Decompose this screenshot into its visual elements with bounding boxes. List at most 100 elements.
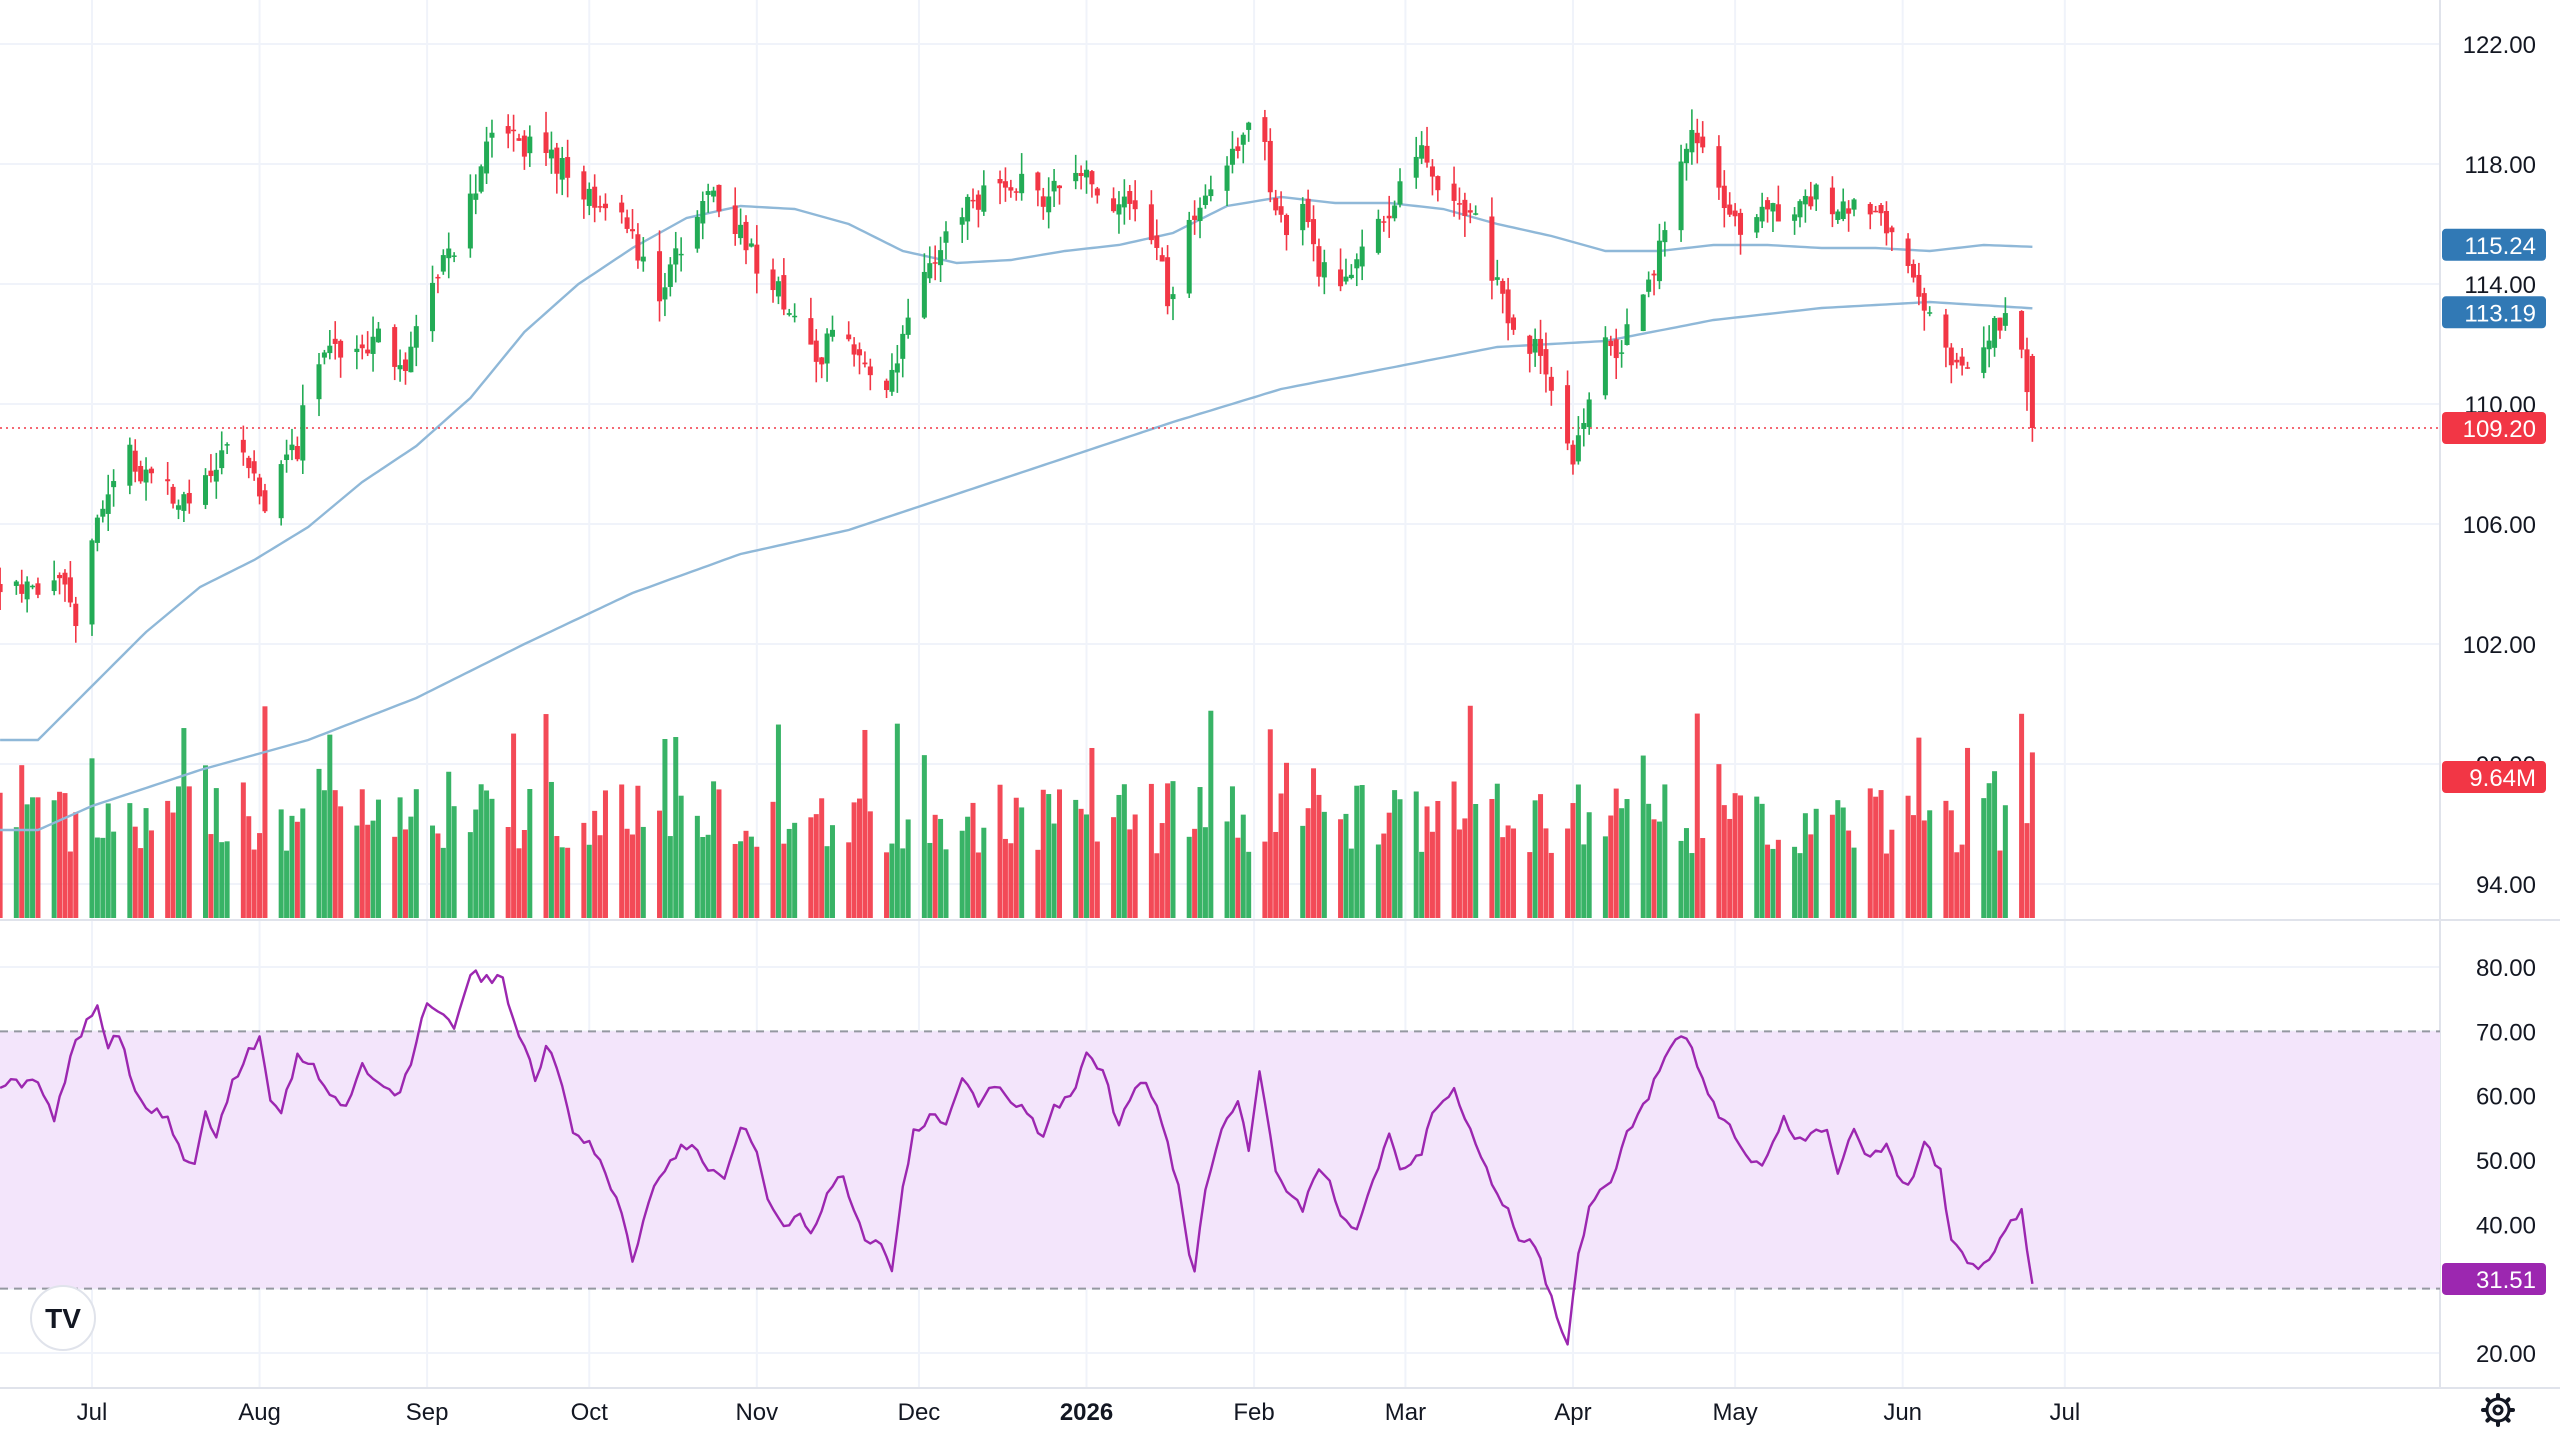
volume-bar [1002, 838, 1008, 918]
volume-bar [548, 781, 554, 918]
candle [889, 353, 895, 396]
candle [1981, 326, 1987, 379]
candle [251, 450, 257, 481]
candle [1662, 221, 1668, 257]
volume-bar [246, 816, 252, 918]
volume-bar [743, 830, 749, 918]
volume-bar [1732, 793, 1738, 918]
candle [175, 499, 181, 520]
volume-bar [392, 836, 398, 918]
volume-bar [51, 800, 57, 918]
candle [657, 230, 663, 322]
volume-bar [1765, 844, 1771, 918]
candle [754, 225, 760, 294]
candle [1846, 200, 1852, 232]
candle [1829, 176, 1835, 228]
volume-bar [446, 771, 452, 918]
candle [327, 329, 333, 360]
volume-bar [100, 837, 106, 918]
volume-bar [224, 841, 230, 918]
volume-bar [624, 828, 630, 918]
volume-bar [1759, 803, 1765, 918]
candle [511, 114, 517, 152]
tradingview-logo[interactable]: TV [30, 1285, 96, 1351]
volume-bar [894, 723, 900, 918]
volume-bar [997, 784, 1003, 918]
candle [1656, 223, 1662, 290]
volume-bar [2002, 805, 2008, 918]
volume-bar [1429, 831, 1435, 918]
candle [1467, 203, 1473, 224]
candle [1240, 132, 1246, 164]
volume-bar [1262, 841, 1268, 918]
candle [1235, 137, 1241, 159]
volume-bar [1808, 834, 1814, 918]
candle [1186, 211, 1192, 298]
volume-bar [1165, 783, 1171, 918]
candle [451, 252, 457, 263]
volume-bar [1489, 798, 1495, 918]
volume-bar [1186, 836, 1192, 918]
candle [694, 210, 700, 253]
candle [1651, 270, 1657, 296]
volume-bar [1040, 789, 1046, 918]
time-tick-label: Apr [1554, 1399, 1591, 1426]
volume-bar [1910, 815, 1916, 918]
volume-bar [1397, 799, 1403, 918]
candle [1927, 306, 1933, 317]
price-badges: 115.24 113.19 109.20 9.64M 31.51 [2442, 228, 2546, 1295]
volume-bar [559, 847, 565, 918]
candle [1435, 175, 1441, 202]
volume-bar [1570, 803, 1576, 918]
gear-icon[interactable] [2481, 1393, 2515, 1427]
candle [284, 439, 290, 473]
candle [748, 238, 754, 248]
candle [1132, 180, 1138, 222]
candle [1089, 170, 1095, 198]
volume-bar [338, 806, 344, 918]
volume-bar [1689, 853, 1695, 918]
candle [1170, 286, 1176, 321]
volume-bar [1073, 799, 1079, 918]
volume-bar [1867, 788, 1873, 918]
volume-bar [1954, 852, 1960, 918]
candle [970, 188, 976, 209]
volume-bar [592, 810, 598, 918]
candle [700, 191, 706, 240]
time-tick-label: Dec [898, 1399, 941, 1426]
volume-bar [1413, 791, 1419, 918]
volume-bar [1997, 850, 2003, 918]
candle [943, 221, 949, 260]
volume-bar [819, 798, 825, 918]
candle [1002, 167, 1008, 202]
candle [1494, 259, 1500, 286]
rsi-tick-label: 20.00 [2476, 1341, 2536, 1368]
candle [94, 514, 100, 552]
volume-bar [1835, 800, 1841, 918]
volume-bar [1343, 813, 1349, 918]
volume-bar [1721, 805, 1727, 918]
candle [1808, 181, 1814, 210]
candle [635, 223, 641, 269]
price-tick-label: 122.00 [2463, 32, 2536, 59]
candle [1775, 185, 1781, 222]
candle [1127, 184, 1133, 220]
candle [1278, 191, 1284, 223]
volume-badge: 9.64M [2442, 761, 2546, 793]
candle [1916, 262, 1922, 306]
candle [354, 335, 360, 370]
volume-bar [667, 836, 673, 918]
rsi-tick-label: 50.00 [2476, 1148, 2536, 1175]
volume-bar [1170, 781, 1176, 918]
rsi-badge: 31.51 [2442, 1262, 2546, 1295]
volume-bar [732, 843, 738, 918]
candle [62, 569, 68, 602]
candle [1921, 287, 1927, 331]
volume-bar [1727, 818, 1733, 918]
volume-bar [35, 797, 41, 918]
candle [430, 265, 436, 342]
candle [1343, 258, 1349, 285]
candle [1640, 294, 1646, 332]
